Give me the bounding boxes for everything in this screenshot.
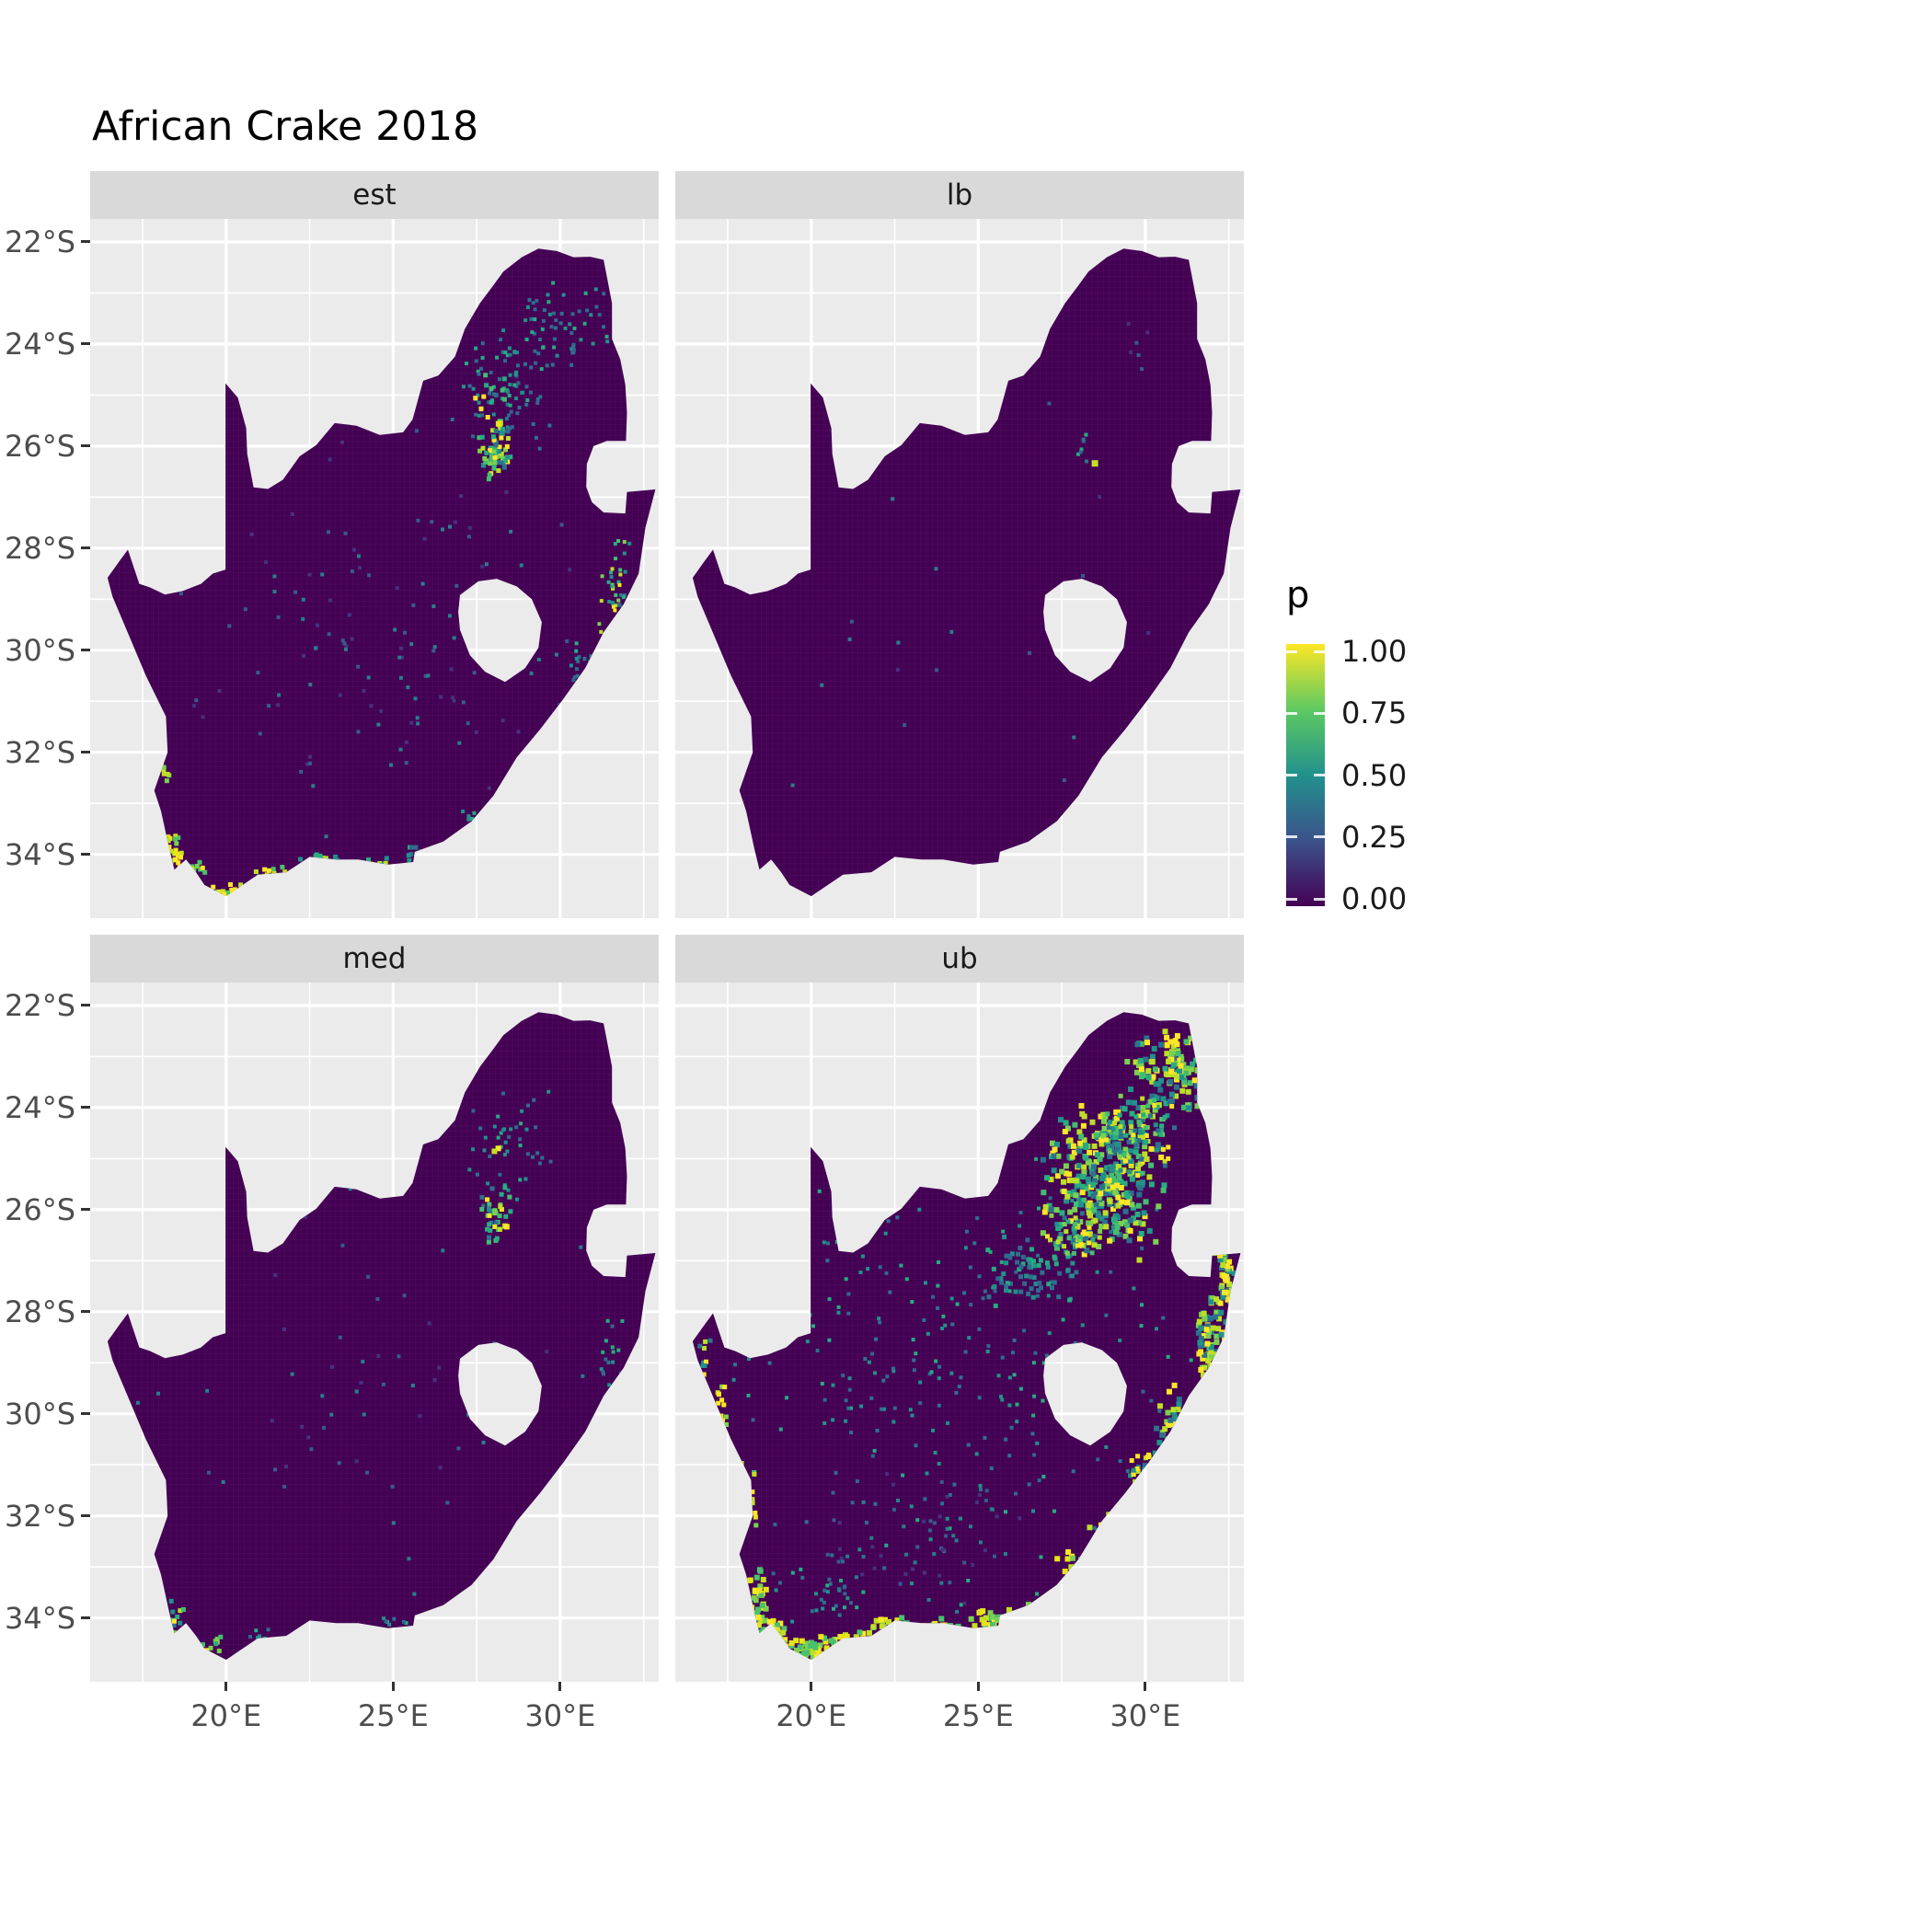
y-axis-label: 34°S [4,836,75,872]
facet-panel-lb [675,219,1244,918]
x-axis-tick [1144,1682,1147,1691]
map-ub [675,983,1244,1682]
map-med [90,983,659,1682]
x-axis-tick [391,1682,395,1691]
x-axis-label: 30°E [1110,1698,1181,1733]
y-axis-tick [81,649,90,652]
y-axis-tick [81,1514,90,1518]
facet-strip-label: med [342,942,407,975]
facet-strip-label: ub [941,942,978,975]
x-axis-tick [810,1682,813,1691]
y-axis-label: 22°S [4,224,75,259]
y-axis-tick [81,240,90,244]
legend-tick [1286,711,1297,715]
legend-tick [1286,650,1297,653]
legend-tick [1314,835,1325,839]
legend-tick [1314,650,1325,653]
legend-tick [1314,774,1325,776]
x-axis-label: 25°E [357,1698,429,1733]
y-axis-tick [81,342,90,346]
y-axis-label: 24°S [4,1089,75,1125]
facet-strip-lb: lb [675,171,1244,219]
y-axis-label: 32°S [4,1498,75,1534]
x-axis-label: 20°E [190,1698,262,1733]
y-axis-tick [81,1412,90,1416]
facet-panel-est [90,219,659,918]
legend-tick [1286,774,1297,776]
x-axis-tick [976,1682,980,1691]
y-axis-tick [81,1616,90,1620]
legend-tick [1314,897,1325,901]
y-axis-label: 24°S [4,326,75,362]
legend-tick [1286,897,1297,901]
legend-label: 0.25 [1341,819,1408,855]
legend-label: 0.75 [1341,696,1408,731]
facet-strip-med: med [90,935,659,983]
legend-tick [1314,711,1325,715]
x-axis-tick [224,1682,228,1691]
y-axis-tick [81,1208,90,1212]
y-axis-label: 26°S [4,1191,75,1227]
y-axis-label: 28°S [4,530,75,566]
facet-panel-med [90,983,659,1682]
x-axis-label: 25°E [942,1698,1014,1733]
y-axis-label: 32°S [4,734,75,770]
facet-strip-ub: ub [675,935,1244,983]
y-axis-tick [81,751,90,754]
legend-label: 1.00 [1341,634,1408,669]
legend-label: 0.00 [1341,881,1408,916]
y-axis-label: 26°S [4,428,75,464]
x-axis-label: 20°E [776,1698,847,1733]
map-est [90,219,659,918]
legend-tick [1286,835,1297,839]
facet-panel-ub [675,983,1244,1682]
y-axis-tick [81,444,90,448]
y-axis-tick [81,1310,90,1314]
plot-title: African Crake 2018 [92,103,479,150]
y-axis-tick [81,853,90,857]
y-axis-label: 34°S [4,1600,75,1636]
facet-strip-label: est [352,178,397,212]
facet-strip-est: est [90,171,659,219]
legend-label: 0.50 [1341,757,1408,793]
x-axis-tick [558,1682,562,1691]
map-lb [675,219,1244,918]
y-axis-tick [81,546,90,550]
y-axis-tick [81,1106,90,1110]
y-axis-label: 30°S [4,1396,75,1432]
y-axis-label: 30°S [4,632,75,668]
y-axis-label: 22°S [4,987,75,1023]
legend-title: p [1286,574,1310,616]
y-axis-tick [81,1004,90,1007]
facet-strip-label: lb [946,178,973,212]
x-axis-label: 30°E [524,1698,596,1733]
y-axis-label: 28°S [4,1294,75,1329]
